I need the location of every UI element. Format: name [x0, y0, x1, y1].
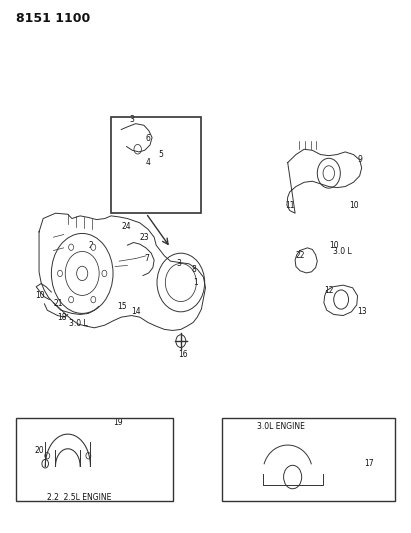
Text: 19: 19 — [113, 418, 122, 426]
Text: 21: 21 — [53, 300, 63, 308]
Text: 10: 10 — [349, 201, 359, 209]
Text: 18: 18 — [58, 313, 67, 321]
Text: 15: 15 — [117, 302, 127, 311]
Text: 24: 24 — [121, 222, 131, 231]
Text: 14: 14 — [132, 308, 141, 316]
Text: 2: 2 — [88, 241, 93, 249]
Text: 8151 1100: 8151 1100 — [16, 12, 91, 25]
Circle shape — [58, 270, 62, 277]
Circle shape — [69, 296, 74, 303]
Circle shape — [91, 244, 96, 251]
Bar — [222, 418, 395, 501]
Text: 6: 6 — [146, 134, 151, 143]
Text: 10: 10 — [35, 292, 44, 300]
Text: 11: 11 — [286, 201, 295, 209]
Bar — [111, 117, 201, 213]
Text: 3.0 L: 3.0 L — [333, 247, 352, 256]
Text: 16: 16 — [178, 350, 188, 359]
Text: 5: 5 — [158, 150, 163, 159]
Text: 7: 7 — [144, 254, 149, 263]
Text: 1: 1 — [193, 278, 198, 287]
Text: 12: 12 — [325, 286, 334, 295]
Circle shape — [91, 296, 96, 303]
Text: 3: 3 — [177, 260, 182, 268]
Text: 2.2  2.5L ENGINE: 2.2 2.5L ENGINE — [47, 493, 112, 502]
Bar — [16, 418, 173, 501]
Text: 8: 8 — [191, 265, 196, 273]
Text: 13: 13 — [358, 308, 367, 316]
Text: 3.0 L: 3.0 L — [69, 319, 88, 328]
Circle shape — [69, 244, 74, 251]
Text: 3: 3 — [129, 116, 134, 124]
Text: 23: 23 — [140, 233, 149, 241]
Text: 22: 22 — [296, 252, 305, 260]
Text: 20: 20 — [35, 446, 44, 455]
Text: 9: 9 — [358, 156, 363, 164]
Text: 4: 4 — [146, 158, 151, 167]
Text: 3.0L ENGINE: 3.0L ENGINE — [257, 422, 305, 431]
Text: 17: 17 — [364, 459, 373, 468]
Text: 10: 10 — [329, 241, 338, 249]
Circle shape — [102, 270, 107, 277]
